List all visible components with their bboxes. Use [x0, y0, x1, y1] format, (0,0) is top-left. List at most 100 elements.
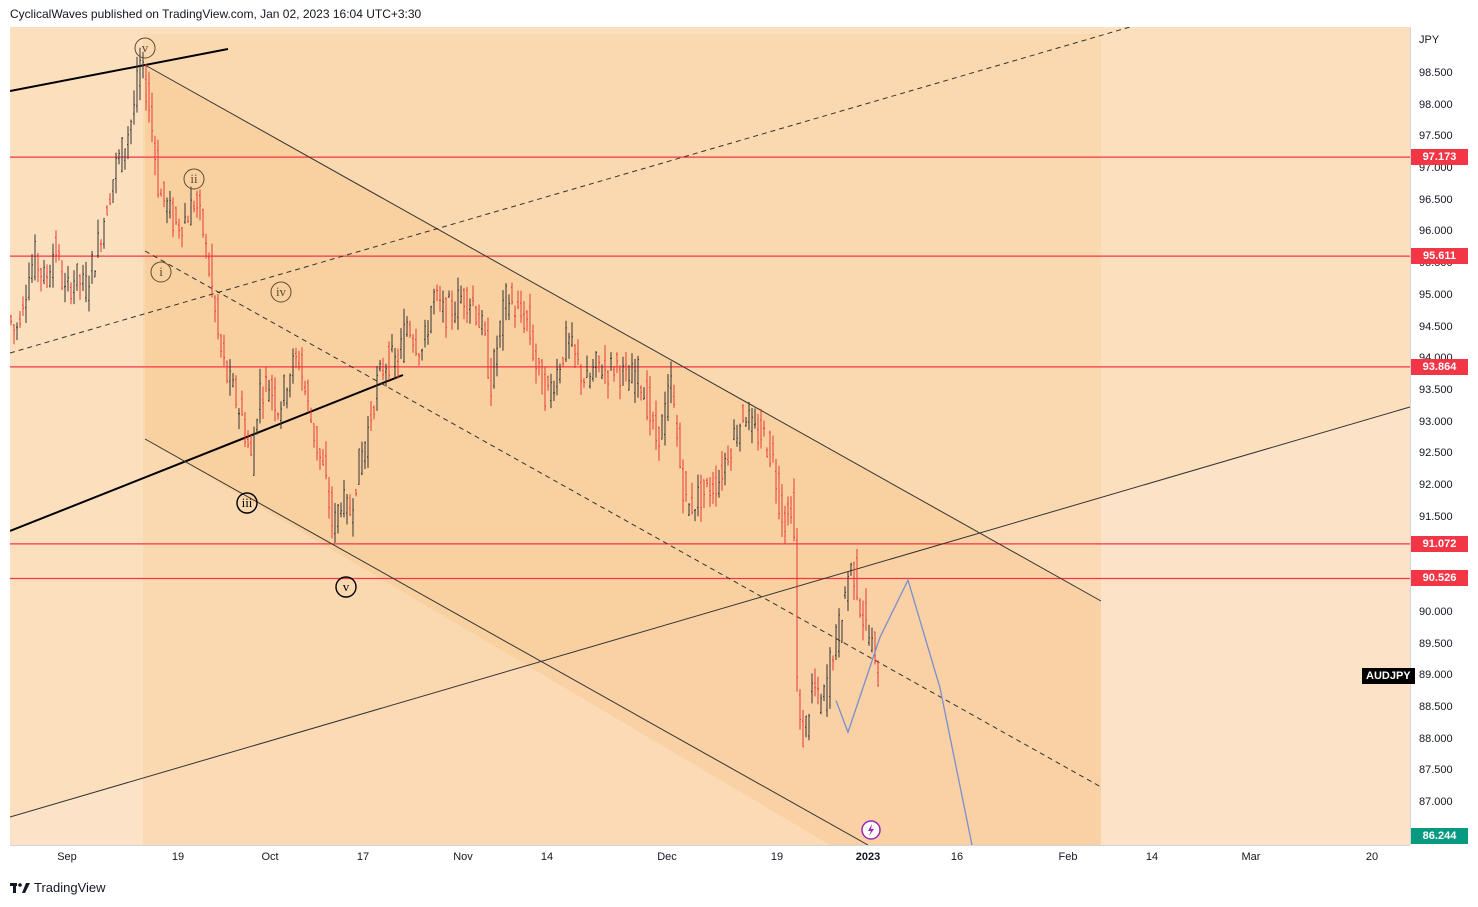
candle: [337, 504, 339, 534]
candle: [319, 448, 321, 470]
candle: [733, 419, 735, 441]
candle: [115, 152, 117, 194]
candle: [871, 627, 873, 653]
falling-channel-fill: [145, 65, 1101, 845]
candle: [679, 422, 681, 469]
time-tick-label: Sep: [57, 851, 77, 863]
candle: [787, 496, 789, 526]
candle: [124, 148, 126, 170]
candle: [373, 405, 375, 420]
candle: [307, 379, 309, 413]
candle: [763, 420, 765, 437]
candle: [172, 197, 174, 238]
candle: [652, 411, 654, 430]
candle: [466, 286, 468, 323]
candle: [427, 320, 429, 345]
candle: [598, 355, 600, 373]
level-price-tag: 93.864: [1411, 358, 1468, 375]
price-tick-label: 90.000: [1419, 605, 1453, 618]
candle: [40, 267, 42, 292]
candle: [580, 364, 582, 395]
candle: [166, 197, 168, 224]
candle: [412, 334, 414, 353]
candle: [100, 239, 102, 253]
chart-area[interactable]: v ii i iv iii v: [10, 27, 1410, 845]
candle: [346, 493, 348, 525]
candle: [769, 430, 771, 468]
price-tick-label: 88.500: [1419, 700, 1453, 713]
candle: [322, 449, 324, 466]
candle: [247, 430, 249, 449]
candle: [379, 359, 381, 372]
candle: [127, 126, 129, 160]
candle: [76, 263, 78, 291]
wave-label-2: i: [150, 261, 172, 283]
candle: [34, 234, 36, 281]
candle: [460, 285, 462, 304]
candle: [496, 335, 498, 377]
candle: [253, 426, 255, 477]
candle: [94, 270, 96, 278]
time-tick-label: 19: [171, 851, 185, 863]
candle: [811, 673, 813, 704]
candle: [79, 274, 81, 300]
candle: [595, 351, 597, 378]
price-axis[interactable]: JPY 98.500 98.000 97.500 97.000 96.500 96.000…: [1410, 27, 1478, 845]
price-tick-label: 92.500: [1419, 447, 1453, 460]
candle: [676, 414, 678, 447]
footer-brand[interactable]: TradingView: [10, 880, 106, 895]
candle: [226, 360, 228, 384]
price-tick-label: 92.000: [1419, 479, 1453, 492]
candle: [142, 51, 144, 79]
candle: [49, 264, 51, 288]
time-axis[interactable]: Sep 19 Oct 17 Nov 14 Dec 19 2023 16 Feb 14 Mar 20: [10, 845, 1410, 872]
candle: [796, 528, 798, 692]
candle: [130, 119, 132, 145]
candle: [730, 448, 732, 471]
candle: [241, 390, 243, 416]
candle: [250, 434, 252, 457]
candle: [616, 352, 618, 374]
dashed-upper-parallel: [10, 27, 1131, 354]
publish-header: CyclicalWaves published on TradingView.c…: [10, 7, 422, 21]
candle: [526, 310, 528, 332]
candle: [445, 297, 447, 338]
candle: [439, 285, 441, 312]
candle: [235, 375, 237, 409]
candle: [397, 348, 399, 379]
candle: [208, 252, 210, 277]
candle: [148, 71, 150, 123]
candle: [475, 305, 477, 326]
candle: [568, 332, 570, 359]
candle: [25, 284, 27, 324]
wave-label-text: iii: [242, 495, 253, 510]
candle: [85, 261, 87, 303]
candle: [697, 474, 699, 517]
price-tick-label: 89.000: [1419, 669, 1453, 682]
candle: [415, 328, 417, 357]
candle: [436, 284, 438, 302]
candle: [610, 352, 612, 371]
candle: [43, 260, 45, 285]
candle: [103, 217, 105, 249]
candle: [406, 316, 408, 337]
candle: [583, 377, 585, 388]
wave-label-text: v: [142, 40, 149, 55]
candle: [511, 282, 513, 305]
candle: [727, 445, 729, 466]
candle: [364, 441, 366, 470]
candle: [385, 363, 387, 387]
candle: [658, 426, 660, 461]
wave-label-circle: [150, 261, 172, 283]
candle: [421, 348, 423, 361]
candle: [835, 624, 837, 661]
candle: [742, 404, 744, 424]
candle: [724, 452, 726, 486]
candle: [211, 243, 213, 298]
candle: [454, 301, 456, 324]
candle: [649, 376, 651, 436]
candle: [601, 364, 603, 380]
candle: [181, 227, 183, 248]
candle: [529, 293, 531, 346]
